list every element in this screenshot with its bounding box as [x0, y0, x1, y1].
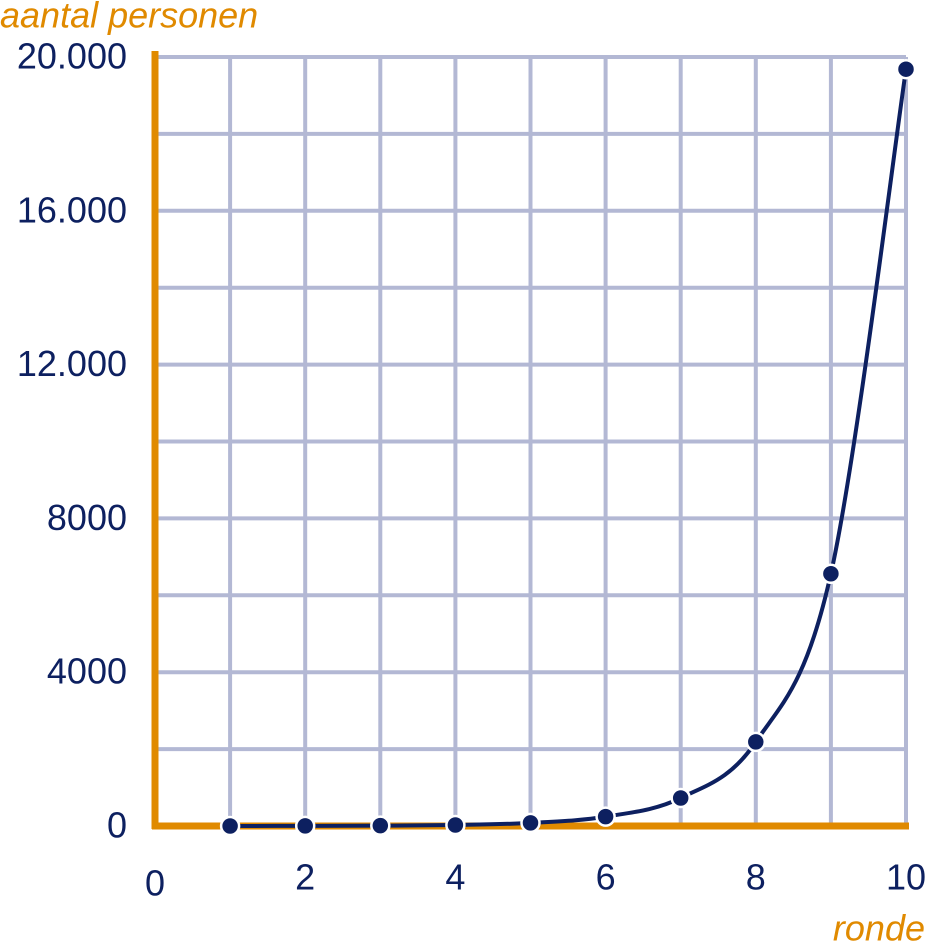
point	[219, 815, 241, 837]
y-tick-label: 12.000	[17, 343, 127, 384]
y-tick-label: 16.000	[17, 189, 127, 230]
x-tick-label: 2	[295, 857, 315, 898]
point	[445, 814, 466, 836]
y-tick-label: 0	[107, 805, 127, 846]
point	[370, 815, 391, 836]
point	[294, 815, 316, 837]
y-tick-label: 8000	[47, 497, 127, 538]
y-axis-label: aantal personen	[0, 0, 258, 36]
x-tick-label: 6	[596, 857, 616, 898]
y-tick-label: 20.000	[17, 36, 127, 77]
point	[895, 58, 917, 80]
y-tick-label: 4000	[47, 651, 127, 692]
x-axis-label: ronde	[833, 908, 925, 947]
x-tick-label: 4	[445, 857, 465, 898]
point	[745, 731, 767, 753]
point	[520, 812, 541, 834]
point	[595, 806, 616, 827]
point	[670, 787, 691, 809]
x-tick-label: 0	[145, 863, 165, 904]
point	[820, 563, 842, 584]
x-tick-label: 8	[746, 857, 766, 898]
x-tick-label: 10	[886, 857, 926, 898]
line	[230, 68, 908, 828]
